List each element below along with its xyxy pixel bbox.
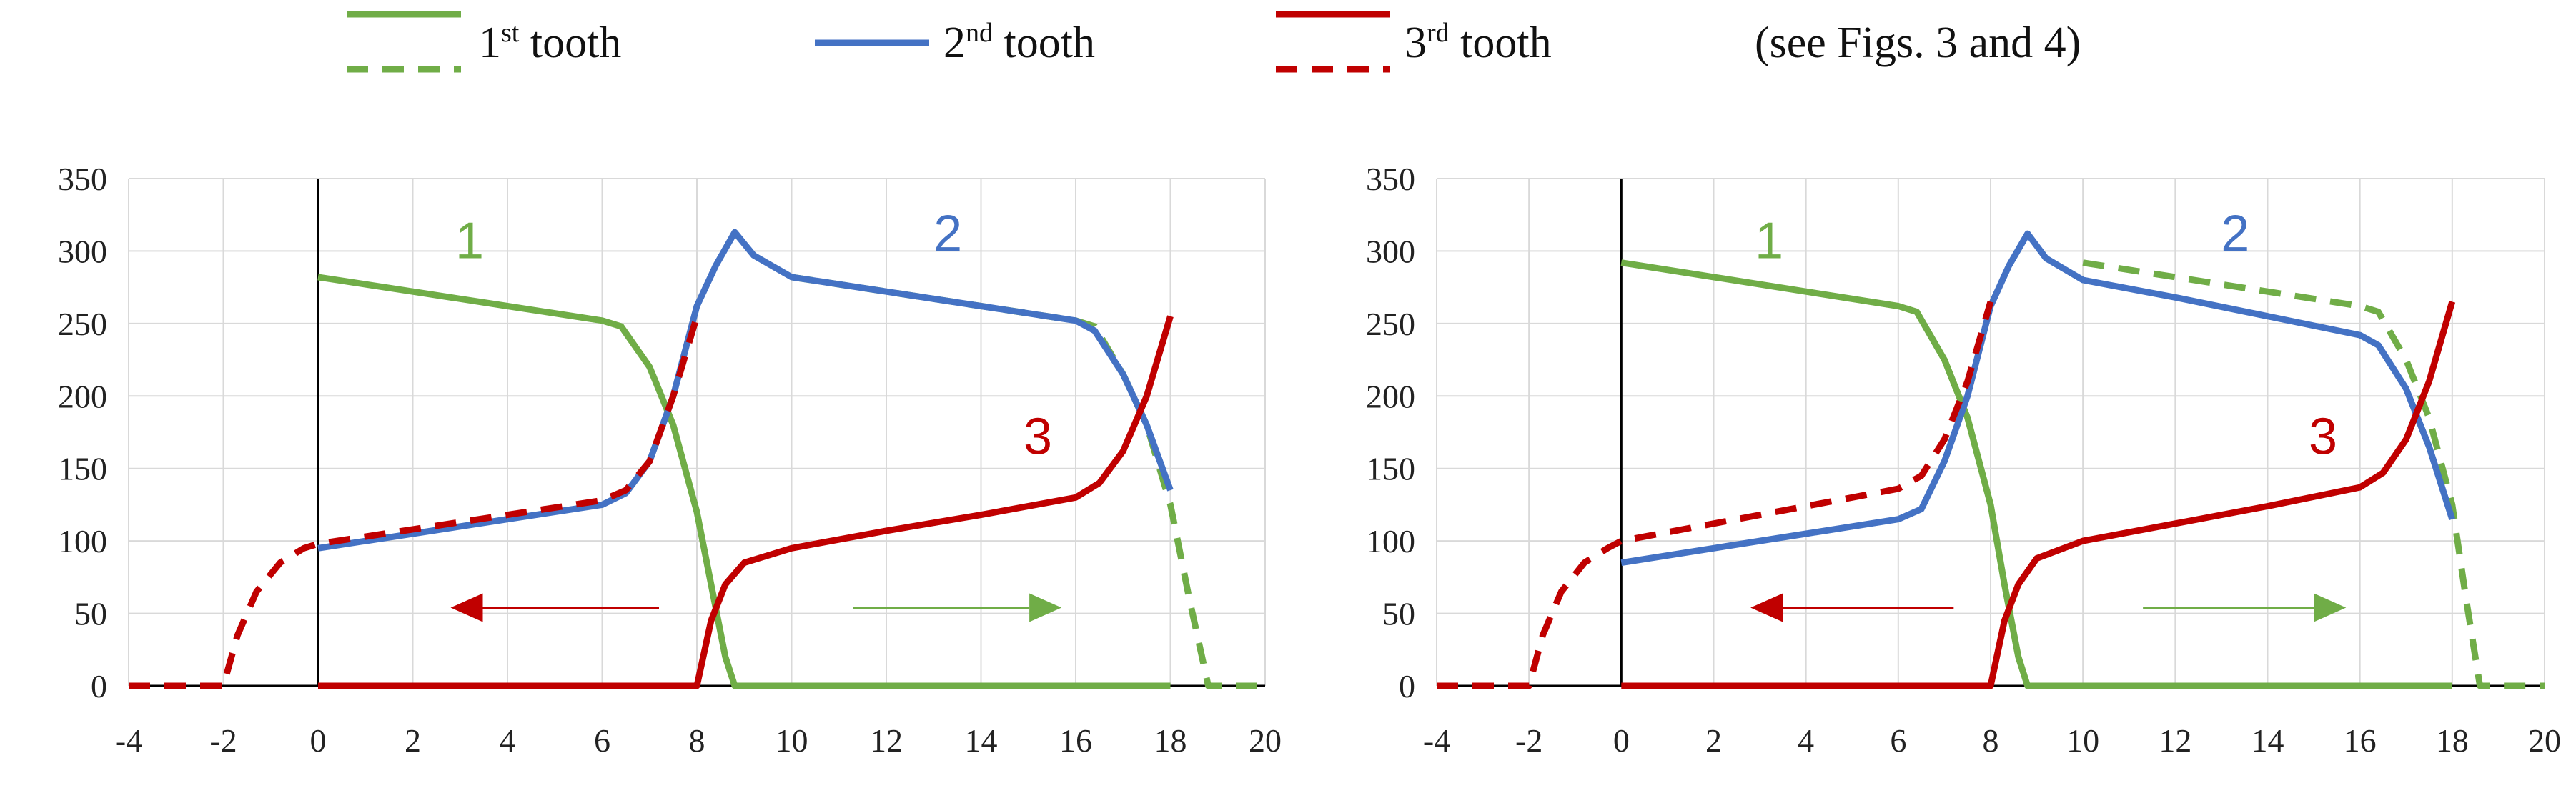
legend-item-3rd-tooth: 3rd tooth (1276, 11, 1552, 73)
x-tick-label: 18 (2436, 722, 2469, 759)
curve-label: 1 (1755, 213, 1783, 270)
legend-note: (see Figs. 3 and 4) (1755, 19, 2081, 67)
series-line-blue-solid (317, 229, 1174, 552)
series-line-green-dashed (791, 274, 1265, 689)
y-tick-label: 200 (1366, 378, 1415, 414)
x-tick-label: 0 (310, 722, 327, 759)
x-tick-label: 6 (594, 722, 610, 759)
x-tick-label: 2 (405, 722, 421, 759)
y-tick-label: 200 (58, 378, 107, 414)
x-tick-label: -4 (115, 722, 142, 759)
x-tick-label: 6 (1890, 722, 1906, 759)
legend: 1st tooth 2nd tooth 3rd tooth (see Figs.… (347, 11, 2081, 73)
y-tick-label: 0 (91, 668, 107, 704)
x-tick-label: 12 (2159, 722, 2191, 759)
y-tick-label: 350 (1366, 161, 1415, 197)
x-tick-label: -2 (209, 722, 237, 759)
chart-left: -4 -2 0 2 4 6 8 10 12 14 16 18 200501001502002503003… (58, 161, 1282, 759)
x-tick-label: 0 (1613, 722, 1630, 759)
x-tick-label: 14 (965, 722, 998, 759)
x-tick-label: 12 (870, 722, 903, 759)
legend-item-2nd-tooth: 2nd tooth (815, 18, 1095, 67)
curve-label: 1 (455, 213, 484, 270)
series-line-green-dashed (2082, 259, 2545, 689)
y-tick-label: 150 (1366, 451, 1415, 487)
series-line-green-solid (317, 274, 1171, 689)
x-tick-label: 20 (1249, 722, 1282, 759)
legend-item-1st-tooth: 1st tooth (347, 11, 621, 73)
x-tick-label: 14 (2251, 722, 2284, 759)
x-tick-label: 16 (2344, 722, 2377, 759)
series-line-red-solid (1621, 301, 2456, 689)
series-line-red-solid (318, 315, 1174, 689)
y-tick-label: 50 (74, 596, 107, 632)
x-tick-label: 2 (1705, 722, 1722, 759)
y-tick-label: 350 (58, 161, 107, 197)
x-tick-label: 10 (2066, 722, 2099, 759)
series-line-red-dashed (1437, 301, 1994, 689)
curve-label: 2 (933, 205, 962, 262)
x-tick-label: -4 (1423, 722, 1450, 759)
arrow-head (450, 593, 483, 622)
x-tick-label: 20 (2528, 722, 2561, 759)
x-tick-label: 10 (776, 722, 808, 759)
arrow-head (2314, 593, 2347, 622)
legend-label-3rd-tooth: 3rd tooth (1405, 18, 1552, 67)
y-tick-label: 250 (1366, 306, 1415, 342)
series-line-green-solid (1620, 259, 2452, 689)
y-tick-label: 250 (58, 306, 107, 342)
chart-right: -4 -2 0 2 4 6 8 10 12 14 16 18 200501001502002503003… (1366, 161, 2561, 759)
x-tick-label: 8 (1983, 722, 1999, 759)
y-tick-label: 50 (1382, 596, 1415, 632)
curve-label: 3 (2309, 408, 2337, 465)
y-tick-label: 100 (1366, 523, 1415, 559)
legend-label-2nd-tooth: 2nd tooth (943, 18, 1095, 67)
y-tick-label: 300 (58, 233, 107, 269)
y-tick-label: 150 (58, 451, 107, 487)
curve-label: 2 (2221, 205, 2249, 262)
x-tick-label: 4 (1798, 722, 1814, 759)
y-tick-label: 0 (1399, 668, 1415, 704)
y-tick-label: 100 (58, 523, 107, 559)
y-tick-label: 300 (1366, 233, 1415, 269)
series-line-red-dashed (129, 315, 700, 689)
legend-label-1st-tooth: 1st tooth (479, 18, 621, 67)
arrow-head (1029, 593, 1062, 622)
x-tick-label: 4 (500, 722, 516, 759)
arrow-head (1750, 593, 1783, 622)
x-tick-label: 16 (1059, 722, 1092, 759)
x-tick-label: -2 (1515, 722, 1542, 759)
curve-label: 3 (1024, 408, 1052, 465)
series-line-blue-solid (1620, 230, 2456, 567)
x-tick-label: 18 (1154, 722, 1187, 759)
x-tick-label: 8 (689, 722, 705, 759)
